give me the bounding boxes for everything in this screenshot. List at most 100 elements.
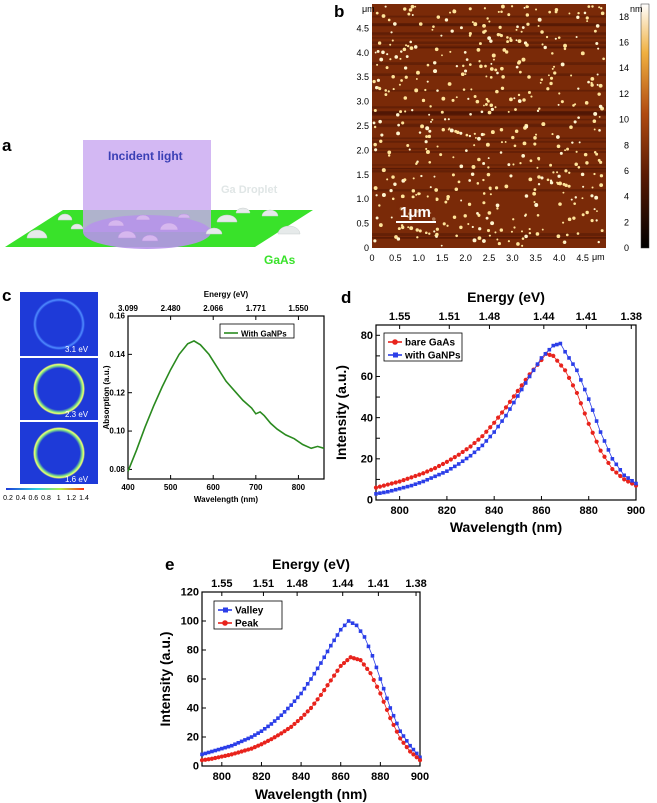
- droplet-dot: [449, 11, 452, 14]
- data-point: [543, 352, 548, 356]
- data-point: [345, 658, 350, 663]
- afm-streak: [372, 140, 606, 143]
- droplet-dot: [499, 33, 502, 36]
- data-point: [308, 705, 314, 711]
- droplet-dot: [595, 219, 598, 222]
- data-point: [511, 394, 516, 399]
- data-point: [236, 741, 241, 745]
- droplet-dot: [500, 66, 504, 71]
- droplet-dot: [482, 30, 486, 34]
- droplet-dot: [507, 240, 510, 243]
- data-point: [606, 448, 611, 452]
- droplet-icon: [57, 213, 73, 221]
- droplet-dot: [482, 23, 486, 28]
- droplet-dot: [543, 45, 547, 50]
- droplet-dot: [450, 29, 454, 33]
- field-ring: [33, 298, 85, 350]
- droplet-dot: [444, 200, 448, 204]
- field-label: 1.6 eV: [65, 475, 89, 484]
- droplet-dot: [476, 48, 481, 52]
- droplet-dot: [413, 45, 418, 49]
- droplet-dot: [373, 239, 377, 243]
- droplet-dot: [535, 133, 538, 136]
- droplet-dot: [377, 86, 380, 89]
- droplet-dot: [556, 144, 561, 149]
- droplet-dot: [400, 79, 403, 82]
- data-point: [262, 740, 267, 745]
- droplet-dot: [504, 141, 507, 143]
- droplet-dot: [496, 32, 501, 37]
- droplet-dot: [510, 230, 513, 233]
- droplet-dot: [435, 227, 439, 231]
- legend-label: Peak: [235, 619, 259, 630]
- x-axis-title: Wavelength (nm): [450, 519, 562, 535]
- data-point: [598, 430, 603, 434]
- droplet-dot: [521, 237, 525, 240]
- panel-letter-b: b: [334, 2, 345, 21]
- droplet-dot: [515, 65, 519, 69]
- droplet-dot: [593, 150, 597, 154]
- droplet-dot: [512, 218, 515, 221]
- field-maps: 3.1 eV 2.3 eV 1.6 eV: [20, 292, 98, 488]
- colorbar-tick-label: 18: [619, 12, 629, 22]
- data-point: [610, 467, 615, 472]
- legend-label: Valley: [235, 606, 264, 617]
- x-tick-label: 860: [532, 505, 550, 517]
- droplet-dot: [560, 100, 564, 104]
- droplet-dot: [452, 9, 457, 14]
- data-point: [452, 455, 457, 460]
- absorption-chart: Energy (eV) 3.099 2.480 2.066 1.771 1.550 400 5…: [102, 290, 325, 504]
- droplet-dot: [595, 24, 600, 28]
- droplet-dot: [537, 25, 540, 27]
- data-point: [480, 434, 485, 439]
- top-tick-label: 1.51: [439, 311, 460, 323]
- droplet-dot: [404, 110, 407, 113]
- droplet-dot: [562, 221, 565, 224]
- droplet-dot: [553, 71, 557, 75]
- afm-streak: [372, 106, 606, 109]
- data-point: [456, 452, 461, 457]
- data-point: [582, 411, 587, 416]
- droplet-dot: [537, 175, 541, 179]
- droplet-dot: [551, 67, 554, 70]
- x-tick-label: 840: [292, 771, 310, 783]
- data-point: [342, 623, 347, 628]
- droplet-dot: [373, 108, 377, 112]
- droplet-dot: [470, 88, 473, 91]
- droplet-dot: [444, 18, 449, 22]
- data-point: [226, 744, 231, 749]
- droplet-dot: [546, 178, 550, 182]
- droplet-dot: [384, 89, 388, 92]
- droplet-dot: [396, 237, 401, 241]
- data-point: [292, 699, 297, 704]
- data-point: [571, 362, 575, 366]
- droplet-dot: [449, 128, 454, 133]
- droplet-dot: [500, 4, 505, 9]
- droplet-dot: [480, 110, 484, 114]
- x-tick-label: 3.5: [530, 253, 543, 263]
- data-point: [562, 368, 568, 373]
- droplet-dot: [396, 113, 400, 117]
- data-point: [555, 342, 559, 347]
- droplet-dot: [586, 20, 589, 23]
- droplet-dot: [597, 158, 601, 162]
- droplet-dot: [485, 216, 489, 220]
- data-point: [418, 755, 422, 760]
- data-point: [361, 662, 366, 667]
- field-scale-tick: 0.2: [3, 495, 13, 502]
- data-point: [350, 621, 355, 625]
- droplet-dot: [524, 234, 528, 239]
- data-point: [322, 688, 327, 693]
- legend-marker: [222, 620, 228, 626]
- top-tick-label: 1.55: [211, 578, 232, 590]
- droplet-dot: [471, 225, 474, 229]
- droplet-dot: [515, 28, 518, 31]
- data-point: [295, 718, 300, 724]
- droplet-dot: [570, 198, 573, 201]
- droplet-dot: [393, 22, 397, 26]
- droplet-dot: [489, 75, 493, 79]
- droplet-dot: [556, 171, 559, 174]
- droplet-dot: [491, 53, 496, 58]
- droplet-dot: [600, 11, 605, 16]
- droplet-dot: [425, 150, 430, 155]
